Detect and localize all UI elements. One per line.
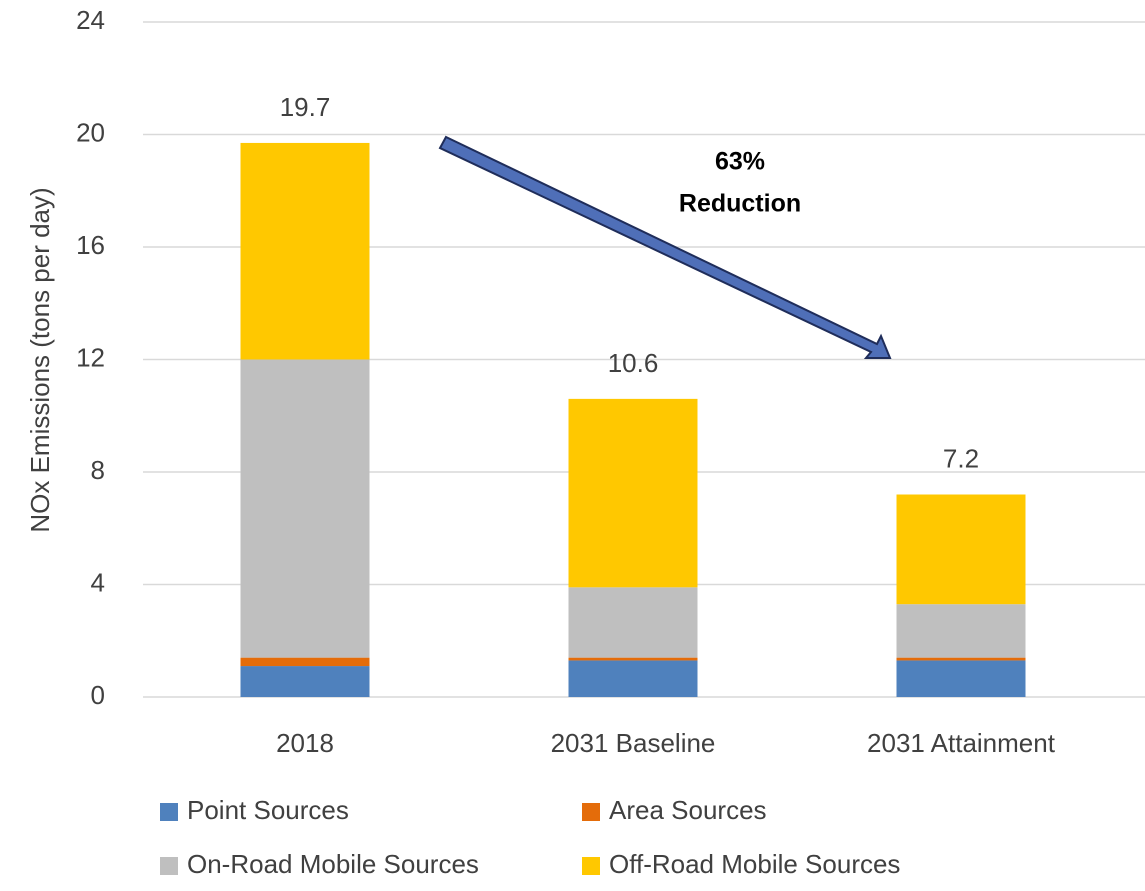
bar-segment	[896, 604, 1026, 658]
bar-segment	[568, 587, 698, 658]
total-label: 10.6	[608, 348, 659, 378]
bar-segment	[240, 359, 370, 658]
bar-segment	[568, 398, 698, 588]
x-tick-label: 2018	[276, 728, 334, 758]
y-tick-label: 20	[76, 117, 105, 147]
x-tick-label: 2031 Attainment	[867, 728, 1056, 758]
legend-swatch	[582, 803, 600, 821]
bar-segment	[568, 660, 698, 697]
bar-segment	[240, 666, 370, 697]
y-tick-label: 0	[91, 680, 105, 710]
legend-swatch	[160, 857, 178, 875]
y-tick-label: 16	[76, 230, 105, 260]
y-tick-label: 24	[76, 5, 105, 35]
x-tick-label: 2031 Baseline	[551, 728, 716, 758]
legend-swatch	[160, 803, 178, 821]
legend-label: On-Road Mobile Sources	[187, 849, 479, 879]
legend-label: Area Sources	[609, 795, 767, 825]
legend-label: Point Sources	[187, 795, 349, 825]
bar-segment	[896, 660, 1026, 697]
total-label: 19.7	[280, 92, 331, 122]
legend-swatch	[582, 857, 600, 875]
y-tick-label: 12	[76, 342, 105, 372]
bar-segment	[240, 142, 370, 360]
y-tick-label: 8	[91, 455, 105, 485]
bar-segment	[896, 657, 1026, 661]
annotation-line: 63%	[715, 148, 765, 176]
plot-area: 0 4 8 12 16 20 24 2018 19.7 2031 Baseline 10.6 2031…	[76, 5, 1145, 758]
annotation-line: Reduction	[679, 190, 801, 218]
y-axis-label: NOx Emissions (tons per day)	[25, 187, 55, 532]
reduction-arrow	[438, 135, 892, 359]
bar-segment	[568, 657, 698, 661]
total-label: 7.2	[943, 443, 979, 473]
bar-segment	[240, 657, 370, 667]
y-tick-label: 4	[91, 567, 105, 597]
legend-label: Off-Road Mobile Sources	[609, 849, 900, 879]
bar-segment	[896, 494, 1026, 605]
